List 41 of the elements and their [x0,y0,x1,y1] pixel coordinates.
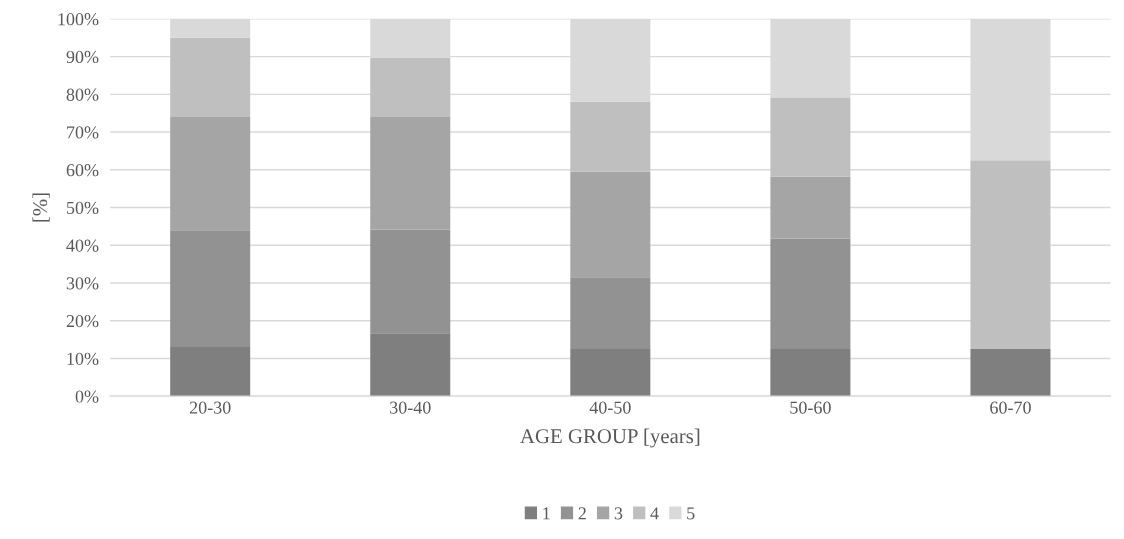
y-tick-label: 40% [66,239,99,252]
y-tick-label: 0% [75,390,99,403]
bar [370,116,451,230]
bar [570,171,651,278]
y-tick-label: 70% [67,126,99,139]
bar [570,101,651,172]
bar [370,57,451,117]
bar [170,37,251,117]
legend-label: 1 [543,507,550,520]
bar [970,160,1051,349]
bar [970,349,1051,397]
bar [370,229,451,334]
x-tick-label: 50-60 [790,401,831,414]
x-tick-label: 20-30 [189,401,231,414]
x-tick-label: 30-40 [390,401,431,414]
y-tick-label: 100% [58,13,99,26]
y-tick-label: 30% [66,277,99,290]
y-tick-label: 90% [66,50,99,64]
bar [770,349,851,397]
x-axis-title: AGE GROUP [years] [520,428,700,448]
bar [170,230,251,348]
y-tick-label: 80% [66,88,99,101]
y-axis-title: [%] [32,193,50,222]
x-tick-label: 40-50 [589,401,631,414]
legend-label: 3 [614,507,623,520]
bar [770,238,851,349]
bar [170,347,251,397]
bar [770,176,851,239]
legend-label: 5 [687,507,695,520]
bar [370,333,451,397]
bar [570,277,651,349]
y-tick-label: 10% [67,352,99,365]
y-tick-label: 50% [67,201,99,215]
bar [770,98,851,177]
bar [570,349,651,397]
bar [170,116,251,231]
legend-label: 2 [578,507,586,520]
y-tick-label: 60% [66,164,99,177]
y-tick-label: 20% [66,314,99,328]
legend-label: 4 [650,507,659,520]
x-tick-label: 60-70 [990,401,1031,414]
